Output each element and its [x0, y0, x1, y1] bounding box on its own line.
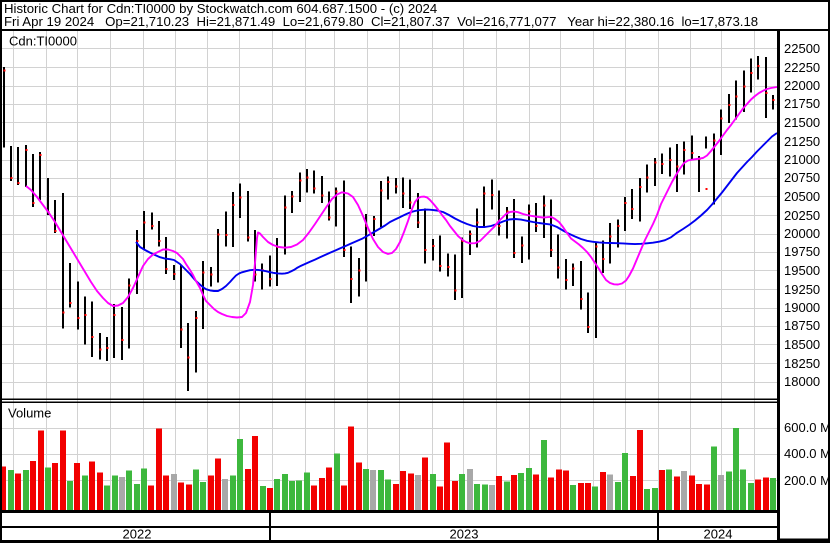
svg-text:18000: 18000: [784, 374, 820, 389]
svg-text:19750: 19750: [784, 244, 820, 259]
svg-text:20750: 20750: [784, 170, 820, 185]
svg-text:Fri Apr 19 2024 Op=21,710.23: Fri Apr 19 2024 Op=21,710.23 Hi=21,871.4…: [4, 14, 758, 29]
svg-text:2022: 2022: [123, 527, 152, 542]
svg-text:19000: 19000: [784, 300, 820, 315]
svg-text:Volume: Volume: [8, 406, 51, 421]
svg-text:20000: 20000: [784, 226, 820, 241]
svg-text:18500: 18500: [784, 337, 820, 352]
svg-text:18250: 18250: [784, 356, 820, 371]
svg-text:22250: 22250: [784, 60, 820, 75]
svg-text:20250: 20250: [784, 208, 820, 223]
svg-text:22000: 22000: [784, 78, 820, 93]
svg-text:Cdn:TI0000: Cdn:TI0000: [9, 34, 77, 49]
svg-text:21250: 21250: [784, 134, 820, 149]
svg-text:19500: 19500: [784, 263, 820, 278]
svg-text:22500: 22500: [784, 41, 820, 56]
svg-text:2023: 2023: [450, 527, 479, 542]
svg-text:600.0 M: 600.0 M: [784, 420, 830, 435]
svg-text:Historic Chart for Cdn:TI0000: Historic Chart for Cdn:TI0000 by Stockwa…: [4, 1, 437, 16]
svg-text:20500: 20500: [784, 189, 820, 204]
svg-text:21500: 21500: [784, 115, 820, 130]
svg-text:18750: 18750: [784, 318, 820, 333]
svg-text:21750: 21750: [784, 96, 820, 111]
svg-text:200.0 M: 200.0 M: [784, 473, 830, 488]
svg-text:19250: 19250: [784, 282, 820, 297]
svg-text:2024: 2024: [704, 527, 733, 542]
svg-text:21000: 21000: [784, 152, 820, 167]
svg-text:400.0 M: 400.0 M: [784, 446, 830, 461]
